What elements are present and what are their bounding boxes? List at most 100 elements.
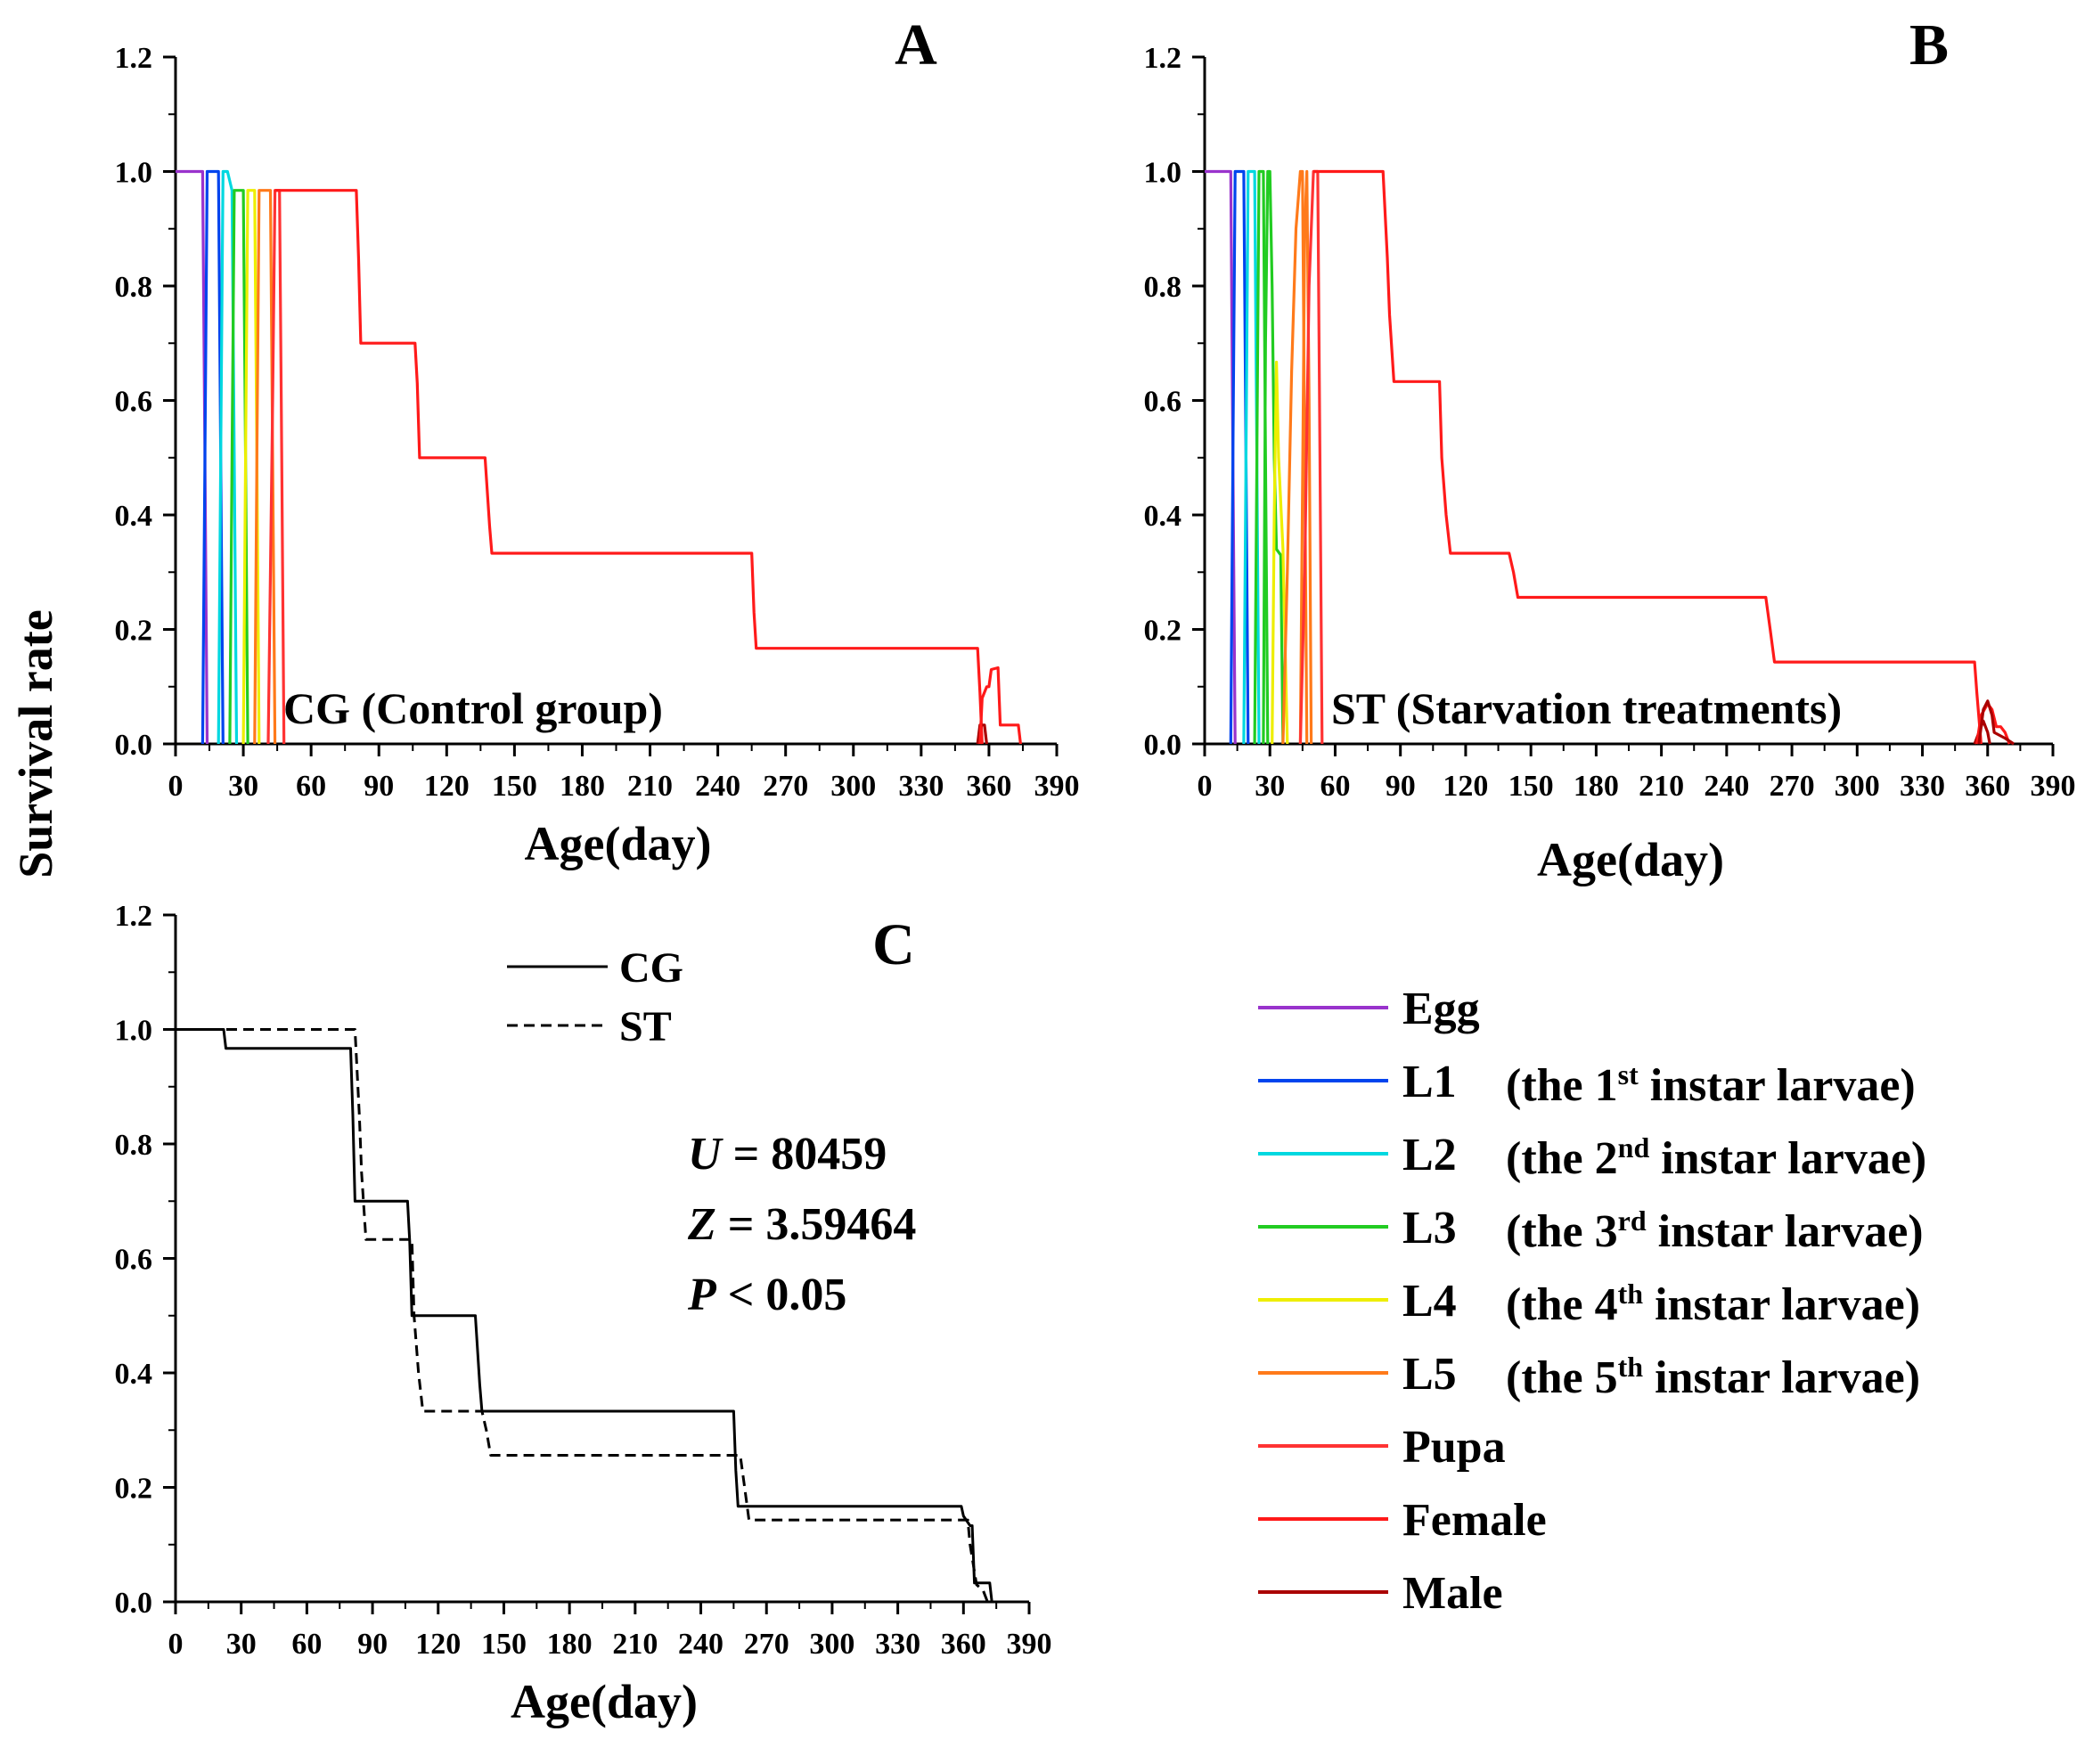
c-y-tick-label: 1.0 (115, 1015, 153, 1048)
c-y-tick-label: 0.8 (115, 1129, 153, 1162)
panel-a: 0 30 60 90 120 150 180 210 240 270 300 330 360 390 0.0… (115, 12, 1080, 870)
p-label: P (687, 1270, 717, 1320)
u-label: U (688, 1129, 724, 1180)
a-y-tick-label: 0.8 (115, 271, 153, 304)
b-x-tick-label: 330 (1900, 770, 1945, 803)
b-series-l5 (1298, 169, 1313, 745)
b-x-tick-label: 30 (1255, 770, 1285, 803)
a-x-tick-label: 150 (492, 770, 537, 803)
b-series-female (1313, 169, 1983, 745)
c-x-tick-label: 210 (612, 1628, 658, 1661)
a-x-tick-label: 360 (966, 770, 1011, 803)
c-legend-label-st: ST (619, 1003, 672, 1050)
b-y-tick-label: 0.6 (1144, 386, 1182, 419)
legend-description-l5: (the 5th instar larvae) (1506, 1351, 1920, 1403)
b-x-tick-label: 390 (2031, 770, 2076, 803)
a-y-tick-label: 0.2 (115, 615, 153, 648)
a-x-tick-label: 30 (228, 770, 258, 803)
c-x-axis-title: Age(day) (511, 1675, 698, 1728)
legend-description-l3: (the 3rd instar larvae) (1506, 1205, 1924, 1257)
b-series-l4 (1271, 360, 1289, 745)
b-x-tick-label: 270 (1770, 770, 1815, 803)
c-y-tick-label: 0.6 (115, 1244, 153, 1277)
legend-description-l2: (the 2nd instar larvae) (1506, 1131, 1926, 1184)
legend-code-pupa: Pupa (1402, 1422, 1506, 1473)
b-x-tick-label: 240 (1704, 770, 1749, 803)
legend-code-egg: Egg (1402, 984, 1480, 1034)
a-x-tick-label: 300 (830, 770, 876, 803)
b-x-tick-label: 0 (1198, 770, 1213, 803)
c-y-tick-label: 0.4 (115, 1358, 153, 1391)
c-x-tick-label: 150 (481, 1628, 527, 1661)
b-x-tick-label: 60 (1320, 770, 1350, 803)
a-series-egg (176, 169, 209, 745)
c-x-tick-label: 240 (678, 1628, 724, 1661)
c-x-tick-label: 0 (168, 1628, 184, 1661)
a-series-female (978, 666, 1022, 745)
legend-code-female: Female (1402, 1495, 1547, 1546)
a-x-axis-title: Age(day) (525, 817, 712, 870)
a-y-tick-label: 0.6 (115, 386, 153, 419)
legend-code-l2: L2 (1402, 1130, 1457, 1180)
a-y-tick-label: 1.0 (115, 157, 153, 190)
a-x-tick-label: 270 (763, 770, 808, 803)
c-x-tick-label: 270 (744, 1628, 789, 1661)
u-statistic: U = 80459 (688, 1129, 887, 1180)
c-x-tick-label: 120 (415, 1628, 461, 1661)
b-x-tick-label: 150 (1508, 770, 1554, 803)
c-panel-letter: C (872, 912, 915, 977)
a-y-tick-label: 1.2 (115, 42, 153, 75)
b-x-tick-label: 360 (1965, 770, 2010, 803)
c-series-st (176, 1028, 989, 1603)
p-value: < 0.05 (716, 1270, 847, 1320)
a-y-tick-label: 0.4 (115, 500, 153, 533)
b-x-tick-label: 180 (1574, 770, 1619, 803)
c-y-tick-label: 0.0 (115, 1587, 153, 1620)
c-x-tick-label: 390 (1007, 1628, 1052, 1661)
a-series-l5 (253, 189, 277, 745)
c-x-tick-label: 360 (941, 1628, 986, 1661)
panel-c: 0 30 60 90 120 150 180 210 240 270 300 330 360 390 0.0… (115, 900, 1052, 1728)
c-x-tick-label: 180 (547, 1628, 593, 1661)
a-panel-caption: CG (Control group) (283, 683, 663, 733)
a-y-tick-label: 0.0 (115, 729, 153, 762)
c-y-tick-label: 0.2 (115, 1473, 153, 1506)
b-series-male (1977, 699, 2015, 746)
a-x-tick-label: 120 (424, 770, 470, 803)
y-axis-title: Survival rate (9, 609, 62, 878)
a-x-tick-label: 90 (364, 770, 394, 803)
legend-code-l1: L1 (1402, 1057, 1457, 1107)
a-x-tick-label: 390 (1034, 770, 1080, 803)
b-y-tick-label: 1.0 (1144, 157, 1182, 190)
legend-code-l5: L5 (1402, 1349, 1457, 1400)
statistics-block: U = 80459 Z = 3.59464 P < 0.05 (687, 1129, 916, 1320)
panel-b: 0 30 60 90 120 150 180 210 240 270 300 330 360 390 0.0… (1144, 12, 2076, 886)
c-x-tick-label: 30 (226, 1628, 257, 1661)
a-x-tick-label: 180 (560, 770, 605, 803)
a-series-female (274, 189, 984, 745)
b-y-tick-label: 0.4 (1144, 500, 1182, 533)
p-statistic: P < 0.05 (687, 1270, 846, 1320)
z-value: = 3.59464 (716, 1199, 917, 1250)
legend-code-l3: L3 (1402, 1203, 1457, 1254)
c-x-tick-label: 300 (809, 1628, 854, 1661)
b-panel-letter: B (1909, 12, 1949, 78)
legend-code-male: Male (1402, 1568, 1503, 1619)
b-series-l3 (1262, 169, 1285, 745)
c-x-tick-label: 60 (291, 1628, 322, 1661)
b-x-tick-label: 300 (1835, 770, 1880, 803)
b-x-tick-label: 120 (1443, 770, 1488, 803)
legend: Egg L1 (the 1st instar larvae) L2 (the 2nd i… (1258, 984, 1926, 1619)
u-value: = 80459 (722, 1129, 887, 1180)
c-x-tick-label: 90 (357, 1628, 388, 1661)
c-legend-label-cg: CG (619, 944, 683, 992)
a-x-tick-label: 330 (898, 770, 944, 803)
legend-description-l4: (the 4th instar larvae) (1506, 1278, 1920, 1330)
legend-description-l1: (the 1st instar larvae) (1506, 1058, 1916, 1111)
b-y-tick-label: 0.2 (1144, 615, 1182, 648)
b-x-axis-title: Age(day) (1537, 833, 1724, 886)
z-statistic: Z = 3.59464 (687, 1199, 916, 1250)
b-panel-caption: ST (Starvation treatments) (1331, 683, 1842, 733)
b-y-tick-label: 0.0 (1144, 729, 1182, 762)
